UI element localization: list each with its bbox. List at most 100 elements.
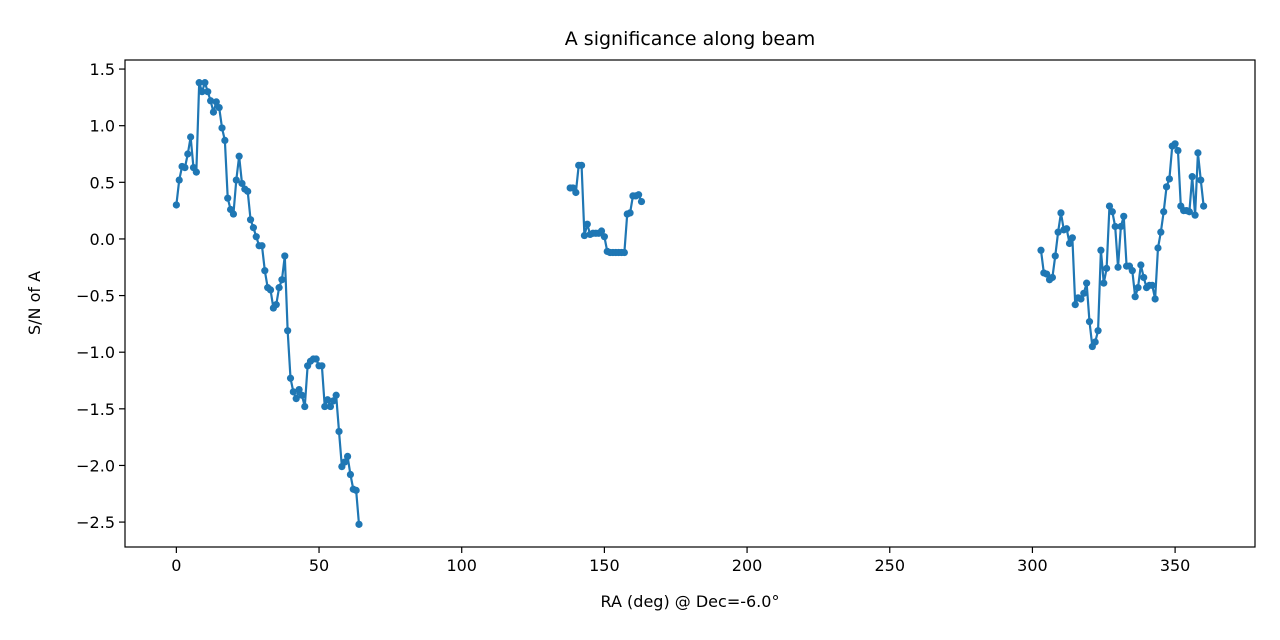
data-point bbox=[318, 362, 326, 370]
data-point bbox=[261, 267, 269, 275]
data-point bbox=[600, 233, 608, 241]
data-point bbox=[172, 201, 180, 209]
data-point bbox=[221, 136, 229, 145]
data-point bbox=[1114, 263, 1122, 271]
data-point bbox=[1165, 175, 1173, 183]
data-point bbox=[301, 402, 309, 411]
data-point bbox=[346, 470, 355, 479]
data-point bbox=[1174, 147, 1182, 155]
data-point bbox=[281, 252, 289, 260]
data-point bbox=[181, 163, 189, 172]
data-point bbox=[326, 402, 335, 411]
data-point bbox=[218, 124, 226, 132]
data-point bbox=[1131, 293, 1139, 301]
data-point bbox=[244, 187, 252, 195]
data-point bbox=[324, 396, 332, 404]
data-point bbox=[1065, 239, 1074, 248]
data-point bbox=[580, 231, 589, 240]
data-point bbox=[1111, 222, 1119, 231]
data-point bbox=[266, 286, 275, 294]
data-point bbox=[352, 486, 360, 494]
data-point bbox=[1191, 211, 1199, 219]
data-point bbox=[1085, 318, 1094, 326]
data-point bbox=[1151, 295, 1159, 303]
data-point bbox=[278, 276, 286, 284]
data-point bbox=[1137, 261, 1145, 269]
data-point bbox=[1105, 202, 1114, 210]
data-point bbox=[298, 391, 306, 399]
data-point bbox=[207, 97, 215, 105]
data-point bbox=[1051, 252, 1059, 260]
data-point bbox=[1200, 202, 1208, 210]
data-point bbox=[249, 224, 258, 232]
data-point bbox=[341, 458, 349, 466]
data-point bbox=[583, 220, 591, 228]
data-point bbox=[1057, 209, 1065, 217]
data-point bbox=[1185, 208, 1193, 216]
data-point bbox=[597, 227, 606, 235]
data-point bbox=[1171, 140, 1179, 148]
data-point bbox=[1054, 228, 1062, 236]
data-point bbox=[289, 388, 297, 396]
data-point bbox=[224, 194, 232, 202]
y-axis-ticks: −2.5 −2.0 −1.5 −1.0 −0.5 0.0 0.5 1.0 1.5 bbox=[76, 60, 125, 532]
data-point bbox=[201, 79, 209, 87]
axes-frame bbox=[124, 59, 1256, 548]
data-point bbox=[252, 233, 260, 241]
data-point bbox=[284, 327, 292, 335]
data-point bbox=[1071, 301, 1079, 309]
data-point bbox=[1063, 225, 1071, 233]
y-tick-label: 0.0 bbox=[90, 230, 115, 249]
data-point bbox=[209, 108, 218, 116]
data-point bbox=[1100, 279, 1108, 287]
data-point bbox=[1043, 270, 1051, 278]
data-point bbox=[1068, 234, 1076, 242]
plot-area bbox=[172, 79, 1208, 528]
data-point bbox=[312, 355, 320, 363]
data-point bbox=[1157, 228, 1165, 236]
x-tick-label: 300 bbox=[1017, 556, 1048, 575]
series-line bbox=[1039, 142, 1205, 348]
data-point bbox=[635, 191, 643, 199]
data-point bbox=[238, 179, 246, 188]
data-point bbox=[175, 176, 183, 184]
data-point bbox=[295, 385, 303, 394]
data-point bbox=[343, 452, 352, 460]
data-point bbox=[212, 98, 220, 106]
data-point bbox=[626, 209, 634, 217]
data-point bbox=[1194, 149, 1202, 157]
y-tick-label: −2.0 bbox=[76, 456, 115, 475]
data-point bbox=[1140, 273, 1148, 282]
x-tick-label: 250 bbox=[874, 556, 905, 575]
data-point bbox=[1083, 279, 1091, 287]
data-point bbox=[292, 395, 300, 403]
data-point bbox=[235, 152, 243, 160]
data-point bbox=[1134, 284, 1142, 292]
data-point bbox=[332, 391, 340, 399]
data-point bbox=[637, 197, 646, 206]
data-point bbox=[1148, 281, 1156, 289]
data-point bbox=[1080, 289, 1088, 297]
data-point bbox=[1160, 208, 1168, 216]
data-point bbox=[1077, 295, 1085, 303]
data-point bbox=[187, 133, 195, 141]
data-point bbox=[620, 248, 628, 257]
y-tick-label: −1.0 bbox=[76, 343, 115, 362]
chart-title: A significance along beam bbox=[565, 28, 815, 50]
data-point bbox=[1103, 264, 1111, 272]
y-tick-label: 1.5 bbox=[90, 60, 115, 79]
y-tick-label: −0.5 bbox=[76, 287, 115, 306]
y-tick-label: 0.5 bbox=[90, 173, 115, 192]
data-point bbox=[1188, 173, 1196, 181]
data-point bbox=[329, 397, 337, 405]
data-point bbox=[195, 79, 203, 87]
data-point bbox=[275, 284, 283, 292]
data-point bbox=[204, 88, 212, 96]
x-tick-label: 50 bbox=[309, 556, 329, 575]
data-point bbox=[229, 210, 238, 218]
data-point bbox=[355, 520, 363, 528]
y-tick-label: 1.0 bbox=[90, 117, 115, 136]
data-point bbox=[198, 88, 206, 96]
